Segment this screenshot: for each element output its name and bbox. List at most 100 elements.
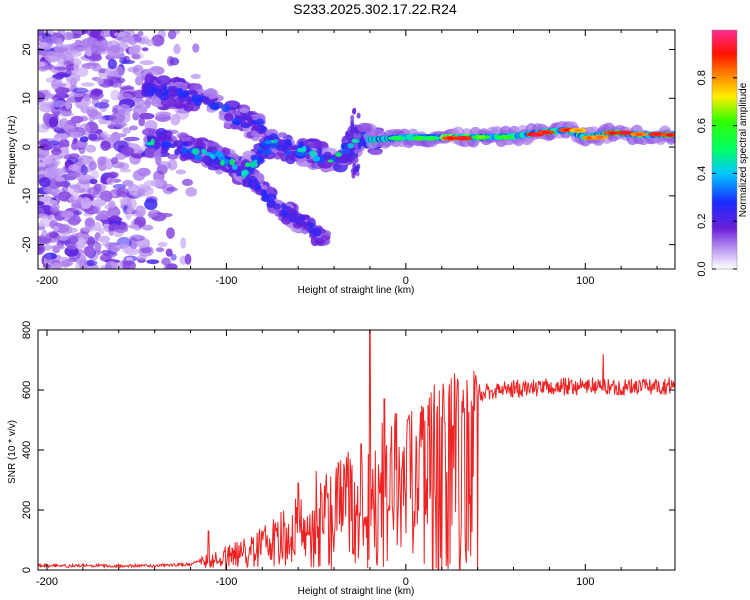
spectrum-blob	[85, 62, 100, 67]
spectrum-blob	[665, 133, 674, 137]
spectrum-blob	[180, 136, 192, 142]
spectrum-blob	[38, 101, 47, 107]
spectrum-blob	[107, 58, 118, 70]
spectrum-blob	[312, 155, 321, 162]
spectrum-blob	[608, 131, 617, 135]
spectrum-blob	[38, 161, 44, 172]
spectrum-blob	[80, 197, 92, 210]
spectrum-blob	[459, 136, 468, 140]
spectrum-blob	[132, 44, 142, 53]
spectrum-blob	[99, 253, 112, 262]
spectrum-blob	[165, 263, 178, 269]
spectrum-blob	[78, 123, 91, 136]
spectrum-blob	[104, 262, 113, 269]
y-tick-label: -20	[21, 237, 33, 253]
spectrum-blob	[144, 74, 153, 84]
spectrum-blob	[106, 171, 120, 179]
spectrum-blob	[165, 248, 173, 257]
colorbar-tick-label: 0.0	[696, 261, 708, 276]
spectrum-blob	[246, 175, 257, 182]
spectrum-blob	[44, 244, 52, 251]
spectrum-blob	[146, 259, 160, 265]
spectrum-blob	[352, 107, 357, 114]
colorbar-tick-label: 0.8	[696, 70, 708, 85]
spectrum-blob	[351, 172, 356, 179]
spectrum-blob	[137, 30, 144, 37]
spectrum-blob	[91, 50, 102, 60]
spectrum-blob	[127, 224, 140, 229]
snr-y-axis: 0 200 400 600 800	[21, 321, 675, 573]
spectrum-blob	[98, 235, 110, 243]
spectrum-blob	[191, 148, 200, 155]
spectrogram-x-axis: -200 -100 0 100	[36, 30, 658, 287]
spectrum-blob	[38, 177, 51, 188]
spectrum-blob	[276, 143, 288, 152]
spectrum-blob	[166, 55, 175, 67]
spectrum-blob	[115, 42, 130, 51]
spectrum-blob	[249, 161, 258, 168]
x-tick-label: 0	[403, 576, 409, 588]
spectrum-blob	[50, 244, 65, 250]
spectrum-blob	[653, 132, 662, 136]
spectrum-blob	[131, 53, 141, 60]
spectrum-blob	[280, 212, 289, 218]
y-tick-label: 200	[21, 501, 33, 519]
spectrum-blob	[129, 234, 145, 242]
snr-x-axis: -200 -100 0 100	[36, 330, 658, 588]
colorbar-tick-label: 0.2	[696, 214, 708, 229]
spectrum-blob	[426, 136, 435, 140]
spectrum-blob	[53, 133, 69, 140]
spectrum-blob	[244, 162, 251, 168]
spectrum-blob	[38, 201, 45, 206]
spectrum-blob	[277, 139, 286, 145]
spectrum-blob	[350, 148, 355, 155]
spectrum-blob	[97, 156, 107, 166]
spectrum-blob	[277, 132, 287, 138]
spectrum-blob	[351, 138, 360, 144]
spectrum-blob	[90, 88, 103, 98]
y-tick-label: -10	[21, 188, 33, 204]
spectrum-blob	[254, 184, 261, 191]
spectrum-blob	[107, 200, 116, 209]
spectrum-blob	[99, 30, 114, 38]
x-tick-label: -200	[36, 275, 58, 287]
spectrum-blob	[69, 50, 82, 58]
spectrum-blob	[350, 127, 355, 134]
spectrum-blob	[87, 186, 101, 196]
spectrum-blob	[98, 116, 106, 125]
y-tick-label: 20	[21, 43, 33, 55]
spectrum-blob	[126, 198, 137, 210]
spectrum-blob	[541, 130, 550, 135]
spectrum-blob	[477, 135, 486, 139]
y-tick-label: 600	[21, 381, 33, 399]
spectrum-blob	[151, 34, 165, 47]
spectrum-blob	[350, 122, 355, 129]
spectrum-blob	[132, 64, 144, 77]
spectrum-blob	[115, 152, 127, 160]
spectrum-blob	[256, 118, 264, 126]
spectrum-blob	[350, 168, 355, 175]
x-tick-label: 100	[576, 275, 594, 287]
spectrum-blob	[254, 126, 262, 131]
spectrum-blob	[531, 132, 540, 136]
spectrum-blob	[296, 147, 303, 153]
spectrum-blob	[122, 247, 136, 253]
spectrum-blob	[58, 191, 72, 202]
spectrum-blob	[180, 237, 187, 249]
colorbar-tick-label: 0.6	[696, 118, 708, 133]
spectrum-blob	[189, 90, 199, 95]
spectrum-blob	[66, 156, 79, 164]
spectrogram-x-label: Height of straight line (km)	[298, 285, 415, 296]
spectrum-blob	[251, 119, 258, 124]
spectrum-blob	[98, 227, 105, 235]
spectrum-blob	[140, 35, 149, 44]
spectrum-blob	[416, 136, 425, 140]
spectrum-blob	[86, 105, 98, 117]
spectrum-blob	[160, 141, 172, 149]
spectrum-blob	[137, 167, 152, 177]
spectrum-blob	[175, 169, 187, 175]
spectrum-blob	[167, 85, 178, 92]
spectrum-blob	[166, 227, 175, 239]
spectrum-blob	[144, 198, 158, 211]
spectrum-blob	[71, 199, 83, 211]
